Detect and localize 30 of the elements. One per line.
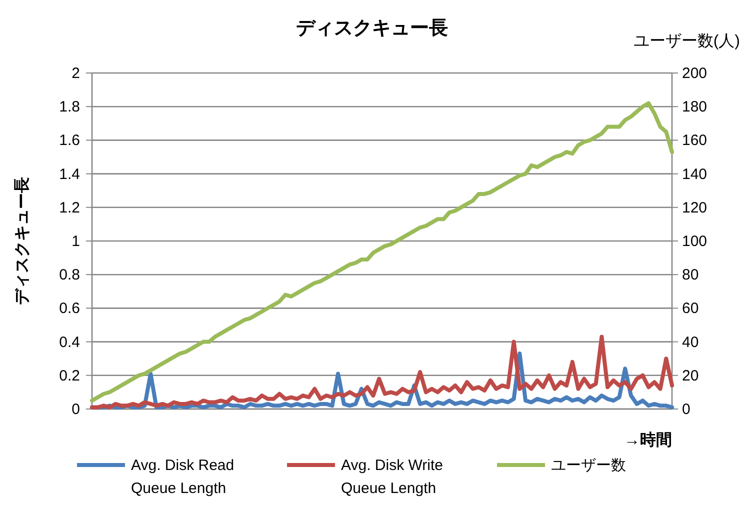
plot: 0 0.2 0.4 0.6 0.8 1 1.2 1.4 1.6 1.8 2 0 20 40 60 80 100 120 140 160 180 200 bbox=[59, 65, 708, 418]
y-tick-label: 0.4 bbox=[59, 334, 80, 351]
y-tick-label: 1.2 bbox=[59, 199, 80, 216]
y-tick-label: 1.8 bbox=[59, 98, 80, 116]
y-tick-label: 0.6 bbox=[59, 300, 80, 318]
y-axis-title: ディスクキュー長 bbox=[14, 177, 31, 305]
legend-label: Avg. Disk Read Queue Length bbox=[131, 457, 234, 497]
y-tick-label: 0.2 bbox=[59, 367, 80, 384]
y2-tick-label: 200 bbox=[682, 65, 708, 82]
y2-axis-title: ユーザー数(人) bbox=[633, 33, 740, 50]
y2-tick-label: 140 bbox=[682, 166, 708, 183]
y2-tick-label: 100 bbox=[682, 233, 708, 250]
x-axis-title: →時間 bbox=[624, 431, 672, 449]
chart-title: ディスクキュー長 bbox=[296, 18, 448, 39]
y2-tick-label: 20 bbox=[682, 367, 699, 384]
y-tick-label: 0.8 bbox=[59, 266, 80, 284]
y-tick-label: 0 bbox=[72, 401, 80, 418]
y-tick-label: 1.6 bbox=[59, 132, 80, 150]
y-tick-label: 1 bbox=[72, 233, 80, 250]
y-tick-label: 1.4 bbox=[59, 166, 80, 183]
legend-label: ユーザー数 bbox=[551, 457, 626, 474]
legend-label: Avg. Disk Write Queue Length bbox=[341, 457, 443, 497]
y2-tick-label: 180 bbox=[682, 98, 708, 116]
y2-tick-label: 120 bbox=[682, 199, 708, 216]
y2-tick-label: 80 bbox=[682, 266, 699, 284]
y2-tick-label: 40 bbox=[682, 334, 699, 351]
y2-tick-label: 160 bbox=[682, 132, 708, 150]
y2-tick-label: 0 bbox=[682, 401, 690, 418]
y2-tick-label: 60 bbox=[682, 300, 699, 318]
y-tick-label: 2 bbox=[72, 65, 80, 82]
